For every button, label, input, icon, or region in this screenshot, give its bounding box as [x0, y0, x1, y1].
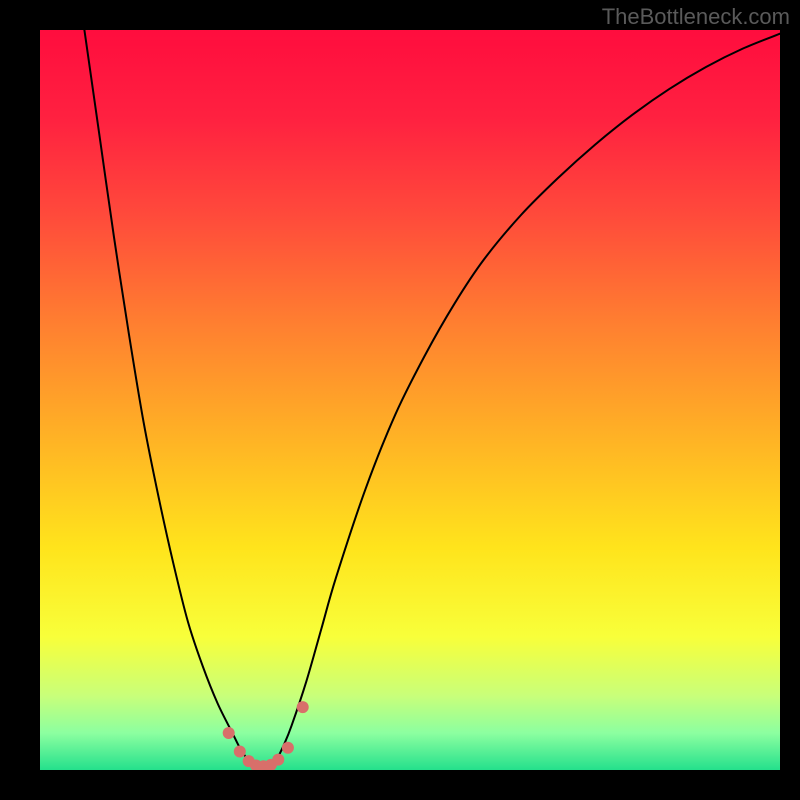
- marker-point: [234, 746, 246, 758]
- bottleneck-curve: [84, 30, 780, 768]
- watermark-text: TheBottleneck.com: [602, 4, 790, 30]
- plot-area: [40, 30, 780, 770]
- marker-point: [272, 754, 284, 766]
- marker-point: [282, 742, 294, 754]
- bottleneck-curve-chart: [40, 30, 780, 770]
- marker-point: [297, 701, 309, 713]
- marker-point: [223, 727, 235, 739]
